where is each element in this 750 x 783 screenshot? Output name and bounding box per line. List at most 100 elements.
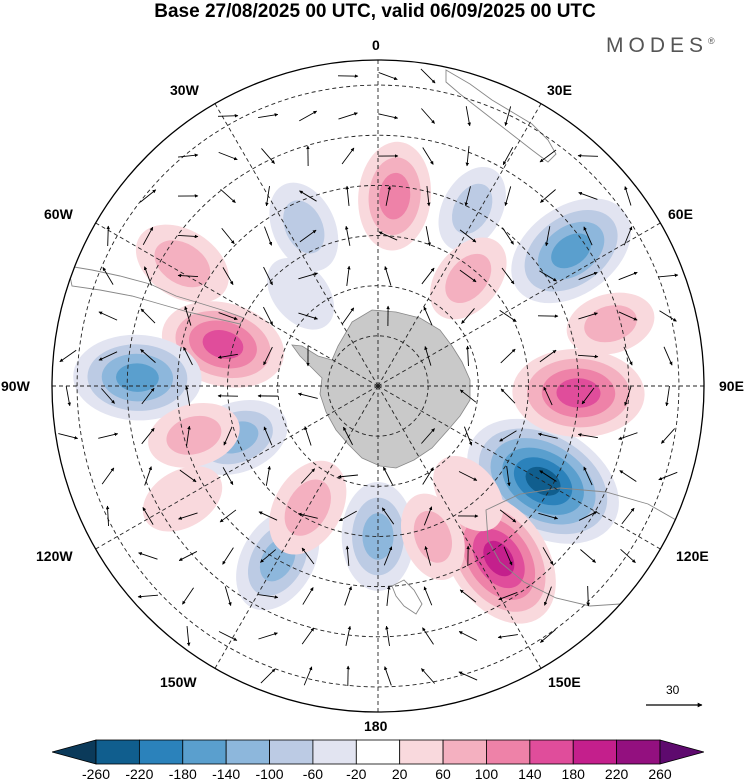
wind-vector (299, 229, 317, 243)
wind-vector (498, 591, 518, 601)
wind-vector (178, 512, 198, 520)
wind-vector (619, 470, 637, 482)
wind-vector (65, 386, 71, 407)
wind-vector (539, 149, 557, 163)
wind-vector (220, 189, 236, 203)
wind-vector (459, 229, 477, 243)
wind-vector (182, 587, 194, 605)
wind-vector (102, 267, 114, 285)
wind-vector (98, 432, 119, 439)
wind-vector (500, 388, 516, 404)
wind-vector (301, 627, 315, 645)
wind-vector (140, 349, 156, 363)
colorbar-tick-label: 60 (435, 766, 451, 782)
wind-vector (345, 545, 350, 567)
lon-label-90w: 90W (1, 378, 30, 394)
colorbar-tick-label: -60 (302, 766, 324, 782)
wind-vector (618, 311, 638, 321)
anomaly-band (445, 253, 492, 303)
wind-vector (424, 546, 432, 566)
wind-vector (501, 267, 515, 285)
colorbar-swatch (572, 739, 618, 765)
colorbar-tick-label: -260 (81, 766, 111, 782)
wind-vector (421, 108, 435, 124)
latitude-circle (176, 184, 580, 588)
wind-vector (224, 586, 232, 606)
wind-vector (258, 511, 278, 521)
lon-label-150w: 150W (160, 674, 197, 690)
wind-vector (341, 147, 355, 165)
wind-vector (384, 666, 392, 686)
wind-vector (301, 547, 315, 565)
colorbar-swatch (182, 739, 227, 765)
wind-vector (260, 549, 276, 563)
wind-vector (422, 627, 434, 645)
wind-vector (459, 389, 477, 403)
wind-vector (578, 511, 598, 521)
wind-vector (542, 547, 554, 565)
wind-vector (421, 267, 435, 285)
lon-label-60e: 60E (668, 206, 693, 222)
wind-vector (537, 432, 558, 439)
wind-vector (101, 467, 115, 485)
wind-vector (383, 466, 393, 486)
wind-vector (381, 507, 395, 525)
wind-vector (502, 147, 514, 166)
wind-vector (341, 307, 355, 325)
colorbar-tick-label: -180 (168, 766, 197, 782)
anomaly-band (378, 172, 411, 220)
meridian-line (377, 222, 661, 387)
wind-vector (420, 68, 436, 84)
colorbar-swatch (355, 739, 401, 765)
wind-vector (218, 631, 238, 641)
wind-vector (222, 267, 234, 285)
wind-vector (300, 468, 316, 484)
meridian-line (377, 103, 542, 387)
wind-vector (623, 346, 633, 366)
anomaly-center-18 (267, 257, 335, 330)
wind-vector (217, 113, 239, 118)
wind-vector (222, 547, 234, 565)
wind-vector (106, 225, 111, 247)
wind-vector (184, 306, 192, 326)
anomaly-band (267, 257, 335, 330)
wind-vector (539, 470, 557, 482)
wind-vector (503, 546, 513, 566)
wind-vector (499, 310, 517, 322)
anomaly-center-16 (400, 493, 465, 581)
polar-map (51, 59, 705, 713)
lon-label-90e: 90E (719, 378, 744, 394)
anomaly-center-14 (429, 237, 507, 320)
wind-vector (658, 273, 679, 278)
wind-vector (583, 226, 593, 246)
wind-vector (338, 112, 358, 120)
wind-vector (422, 467, 434, 485)
wind-vector (178, 551, 198, 561)
wind-vector (183, 346, 193, 366)
wind-vector (59, 349, 77, 363)
wind-vector (378, 113, 399, 120)
colorbar-swatch (312, 739, 357, 765)
anomaly-center-12 (358, 141, 432, 251)
wind-vector (261, 148, 275, 164)
colorbar-high-extend (659, 739, 704, 765)
lon-label-30w: 30W (170, 82, 199, 98)
wind-vector (624, 386, 632, 406)
wind-vector (265, 465, 271, 486)
wind-vector (344, 225, 351, 246)
wind-vector (139, 189, 157, 203)
lon-label-0: 0 (372, 37, 380, 53)
wind-vector (345, 625, 352, 646)
wind-vector (504, 186, 512, 206)
colorbar-tick-label: 220 (604, 766, 629, 782)
wind-vector (577, 433, 598, 439)
wind-vector (504, 106, 512, 126)
wind-vector (618, 271, 638, 281)
wind-vector (459, 589, 477, 603)
anomaly-band (166, 415, 222, 455)
lon-label-60w: 60W (44, 206, 73, 222)
wind-vector (586, 585, 591, 607)
wind-vector (384, 266, 392, 286)
anomaly-center-3 (511, 198, 631, 304)
wind-vector (545, 226, 551, 247)
